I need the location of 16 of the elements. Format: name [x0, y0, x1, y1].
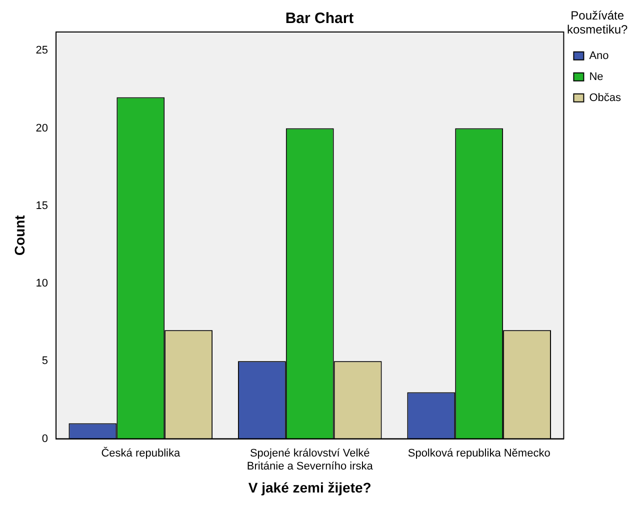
y-axis-title: Count — [11, 214, 28, 256]
chart-title: Bar Chart — [285, 10, 354, 28]
x-tick-label: Spolková republika Německo — [408, 447, 550, 460]
y-tick-label: 5 — [42, 355, 48, 368]
y-tick-label: 25 — [36, 44, 48, 57]
legend-label: Ano — [589, 50, 609, 62]
x-tick-label: Spojené království Velké Británie a Severního irska — [246, 447, 374, 473]
y-tick-label: 20 — [36, 122, 48, 134]
legend-label: Ne — [589, 70, 604, 83]
x-axis-title: V jaké zemi žijete? — [248, 479, 372, 496]
y-tick-label: 0 — [42, 432, 48, 445]
legend-title: Používáte kosmetiku? — [567, 8, 628, 37]
y-tick-label: 15 — [36, 200, 48, 212]
x-tick-label: Česká republika — [101, 446, 181, 460]
legend-label: Občas — [589, 92, 622, 104]
y-tick-label: 10 — [36, 278, 48, 290]
